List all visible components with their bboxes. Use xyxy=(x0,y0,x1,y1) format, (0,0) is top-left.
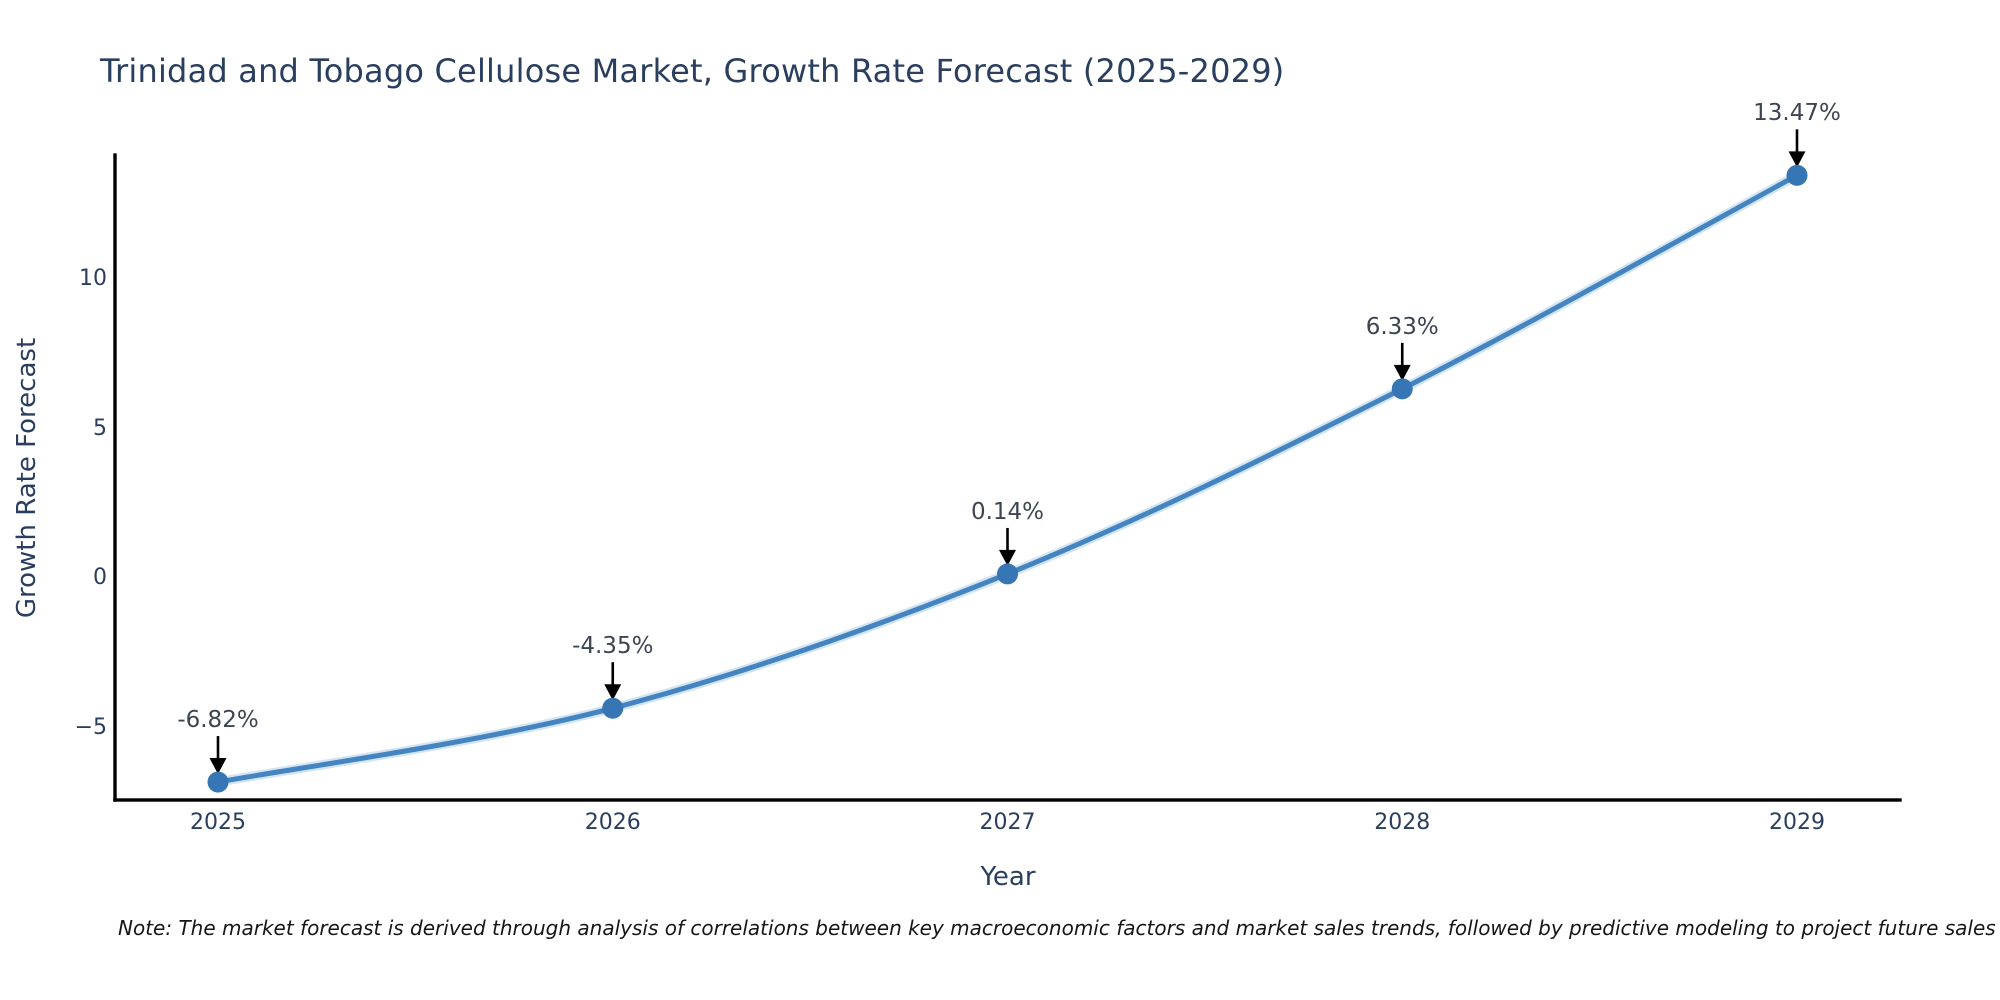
data-point xyxy=(602,697,624,719)
annotation-arrow-head xyxy=(1788,151,1806,168)
x-axis-title: Year xyxy=(980,862,1036,892)
data-point xyxy=(207,771,229,793)
x-tick-label: 2027 xyxy=(979,810,1036,835)
chart-title: Trinidad and Tobago Cellulose Market, Gr… xyxy=(100,52,1285,90)
x-tick-label: 2029 xyxy=(1769,810,1825,835)
annotation-arrow-head xyxy=(604,684,622,701)
data-point xyxy=(1786,164,1808,186)
data-point xyxy=(997,563,1018,585)
y-tick-label: 0 xyxy=(93,565,107,591)
y-tick-label: −5 xyxy=(74,714,107,740)
footnote: Note: The market forecast is derived thr… xyxy=(118,916,1996,940)
point-value-label: 6.33% xyxy=(1365,313,1439,340)
y-tick-label: 5 xyxy=(93,415,107,441)
x-tick-label: 2028 xyxy=(1374,810,1431,835)
annotation-arrow-head xyxy=(209,758,227,775)
y-axis-line xyxy=(113,153,117,802)
annotation-arrow-head xyxy=(1393,364,1411,381)
y-tick-label: 10 xyxy=(79,266,107,292)
x-tick-label: 2026 xyxy=(584,810,641,835)
trend-line xyxy=(217,173,1799,785)
point-value-label: 13.47% xyxy=(1753,100,1841,127)
point-value-label: 0.14% xyxy=(970,498,1045,525)
annotation-arrow-head xyxy=(999,549,1016,566)
data-point xyxy=(1391,378,1413,400)
x-tick-label: 2025 xyxy=(190,810,246,835)
point-value-label: -4.35% xyxy=(572,633,654,660)
trend-line-halo xyxy=(217,171,1800,787)
x-axis-line xyxy=(113,798,1902,802)
point-value-label: -6.82% xyxy=(177,707,259,734)
